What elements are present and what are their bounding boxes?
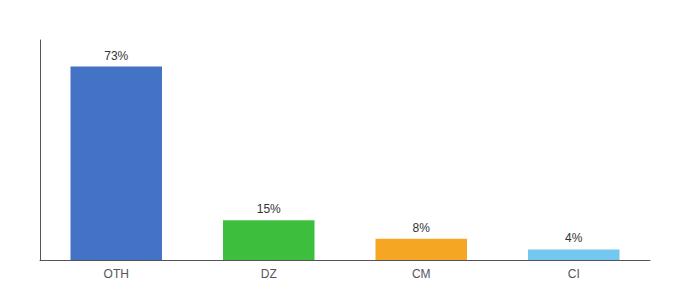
svg-text:CI: CI	[568, 267, 580, 281]
svg-text:73%: 73%	[104, 49, 128, 63]
svg-text:8%: 8%	[413, 221, 431, 235]
svg-text:CM: CM	[412, 267, 431, 281]
svg-text:15%: 15%	[257, 202, 281, 216]
svg-text:DZ: DZ	[261, 267, 277, 281]
svg-text:4%: 4%	[565, 231, 583, 245]
svg-text:OTH: OTH	[104, 267, 129, 281]
